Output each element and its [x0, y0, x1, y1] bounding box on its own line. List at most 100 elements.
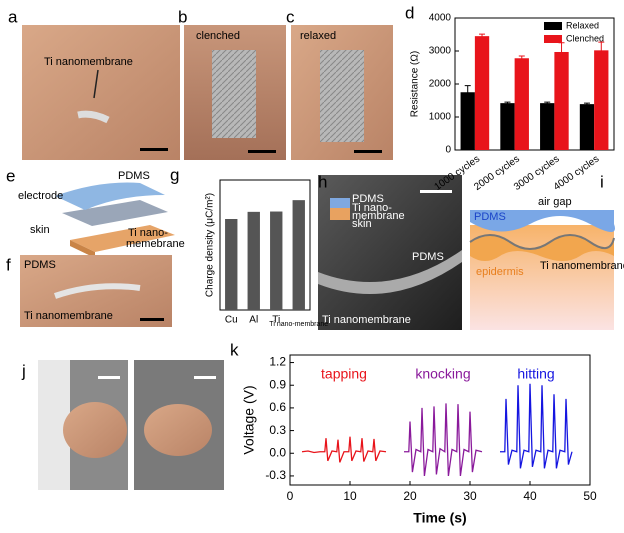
y-axis-label: Charge density (μC/m²) — [205, 193, 216, 297]
bar — [579, 104, 595, 150]
diagram-label: Ti nanomembrane — [540, 260, 624, 272]
photo-label: Ti nanomembrane — [322, 314, 411, 326]
scale-bar — [354, 150, 382, 153]
series-label: hitting — [517, 366, 554, 382]
photo-label: PDMS — [412, 251, 444, 263]
x-tick-label: 30 — [463, 489, 477, 503]
line — [301, 436, 387, 463]
photo-label: Ti nanomembrane — [44, 56, 133, 68]
x-tick-label: 0 — [287, 489, 294, 503]
photo-label: relaxed — [300, 30, 336, 42]
diagram-label: skin — [30, 224, 50, 236]
y-tick-label: 0.3 — [269, 423, 286, 437]
error-bar — [504, 101, 511, 105]
error-bar — [464, 85, 471, 100]
y-tick-label: 4000 — [429, 13, 452, 24]
diagram-label: PDMS — [118, 170, 150, 182]
line — [500, 383, 573, 469]
bar — [514, 58, 529, 151]
x-tick-label: 50 — [583, 489, 597, 503]
x-tick-label: Cu — [225, 315, 238, 326]
fist — [144, 404, 212, 456]
diagram-label: electrode — [18, 190, 63, 202]
scale-bar — [140, 148, 168, 151]
y-tick-label: -0.3 — [265, 468, 286, 482]
panel-label: g — [170, 165, 179, 184]
y-tick-label: 2000 — [429, 79, 452, 90]
x-axis-label: Time (s) — [413, 510, 466, 526]
ti-film — [469, 234, 615, 250]
photo — [20, 255, 172, 327]
panel-label: d — [405, 3, 414, 22]
scale-bar — [248, 150, 276, 153]
membrane — [320, 50, 364, 142]
y-tick-label: 1000 — [429, 112, 452, 123]
panel-label: a — [8, 7, 18, 26]
panel-label: i — [600, 172, 604, 191]
y-tick-label: 3000 — [429, 46, 452, 57]
diagram-label: PDMS — [474, 211, 506, 223]
diagram-label: air gap — [538, 196, 572, 208]
y-axis-label: Resistance (Ω) — [410, 51, 421, 117]
inset — [330, 208, 350, 220]
photo-label: Ti nanomembrane — [24, 310, 113, 322]
ti-layer — [62, 200, 168, 226]
membrane — [77, 110, 110, 124]
skin-layer — [70, 240, 95, 258]
plot-frame — [219, 179, 311, 311]
panel-label: b — [178, 7, 187, 26]
pdms-layer — [55, 182, 165, 210]
photo-label: PDMS — [352, 193, 384, 205]
ti-layer — [470, 235, 614, 261]
y-tick-label: 0 — [445, 145, 451, 156]
x-tick-label: Al — [249, 315, 258, 326]
bar — [500, 103, 515, 150]
x-tick-label: Ti — [272, 315, 280, 326]
error-bar — [544, 101, 551, 105]
scale-bar — [98, 376, 120, 379]
panel-label: e — [6, 166, 15, 185]
series-label: knocking — [415, 366, 470, 382]
diagram-label: epidermis — [476, 266, 524, 278]
bar — [225, 219, 238, 310]
error-bar — [583, 102, 590, 106]
arrow — [93, 69, 99, 99]
panel-label: f — [6, 255, 11, 274]
fist — [63, 402, 127, 458]
scale-bar — [140, 318, 164, 321]
scale-bar — [420, 190, 452, 193]
x-tick-label: Ti nano-membrane — [269, 321, 328, 328]
legend-swatch — [544, 22, 562, 30]
diagram-label: Ti nano- — [128, 227, 168, 239]
membrane — [212, 50, 256, 138]
bar — [292, 200, 305, 310]
panel-label: k — [230, 340, 239, 359]
legend-label: Clenched — [566, 33, 604, 43]
x-tick-label: 40 — [523, 489, 537, 503]
bar — [474, 36, 490, 150]
photo — [22, 25, 180, 160]
membrane — [318, 250, 462, 295]
x-tick-label: 20 — [403, 489, 417, 503]
error-bar — [598, 41, 605, 60]
inset — [330, 198, 350, 208]
series-label: tapping — [321, 366, 367, 382]
pdms-layer — [470, 210, 615, 232]
legend-label: Relaxed — [566, 20, 599, 30]
bar — [270, 211, 283, 310]
bar — [554, 51, 569, 150]
y-tick-label: 1.2 — [269, 355, 286, 369]
panel-label: h — [318, 172, 327, 191]
y-tick-label: 0.6 — [269, 400, 286, 414]
membrane — [54, 283, 141, 299]
scale-bar — [194, 376, 216, 379]
panel-label: j — [21, 361, 26, 380]
skin-layer — [70, 225, 175, 252]
photo-label: skin — [352, 218, 372, 230]
error-bar — [479, 33, 486, 39]
photo — [38, 360, 70, 490]
y-tick-label: 0.0 — [269, 445, 286, 459]
photo-label: membrane — [352, 210, 405, 222]
photo-label: clenched — [196, 30, 240, 42]
